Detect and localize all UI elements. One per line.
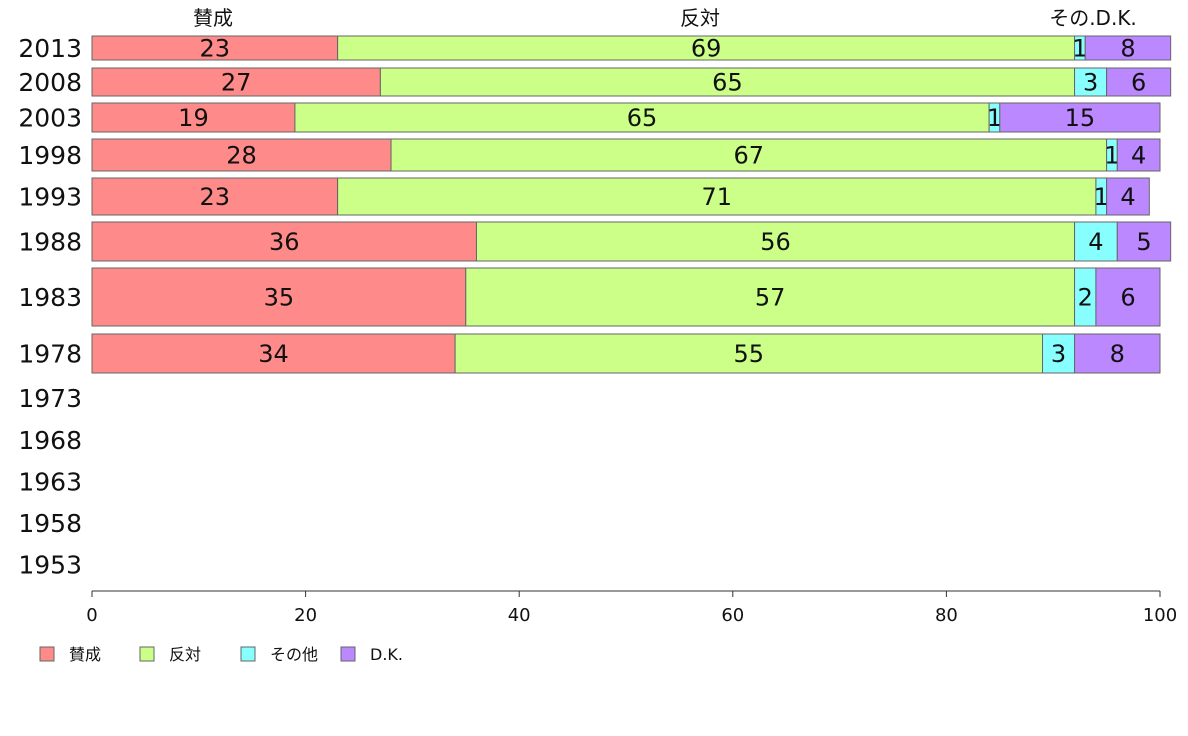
bar-segment-2008-3	[1106, 67, 1172, 97]
bar-value-label-1988-1: 56	[760, 228, 791, 256]
bar-value-label-2008-0: 27	[221, 69, 252, 97]
bar-value-label-1983-1: 57	[755, 284, 786, 312]
bar-value-label-1988-2: 4	[1088, 228, 1103, 256]
header-label-1: 反対	[680, 6, 720, 30]
bar-segment-1993-0	[91, 177, 339, 216]
year-label-1993: 1993	[18, 183, 82, 212]
bar-value-label-2013-2: 1	[1072, 35, 1087, 63]
x-axis: 0 20 40 60 80 100	[86, 590, 1177, 626]
bar-value-label-1988-0: 36	[269, 228, 300, 256]
bar-segment-2013-1	[337, 35, 1076, 61]
year-label-1958: 1958	[18, 509, 82, 538]
bar-segment-1978-1	[454, 333, 1044, 374]
header-label-2: その.D.K.	[1049, 6, 1137, 30]
bar-value-label-1978-3: 8	[1110, 340, 1125, 368]
bar-segment-2008-2	[1074, 67, 1108, 97]
bar-value-label-1983-0: 35	[264, 284, 295, 312]
bar-segment-1993-3	[1106, 177, 1150, 216]
bar-segment-1988-1	[475, 221, 1076, 262]
x-tick-label-60: 60	[721, 605, 744, 626]
bar-segment-1988-3	[1116, 221, 1172, 262]
legend-label-1: 反対	[169, 645, 201, 664]
bar-segment-2013-0	[91, 35, 339, 61]
bar-value-label-2008-1: 65	[712, 69, 743, 97]
bar-segment-1978-3	[1074, 333, 1161, 374]
bar-segment-2003-3	[999, 102, 1161, 133]
year-label-2008: 2008	[18, 68, 82, 97]
bar-segment-1983-3	[1095, 267, 1161, 327]
bar-value-label-2003-0: 19	[178, 104, 209, 132]
year-label-2013: 2013	[18, 34, 82, 63]
bar-value-label-1978-2: 3	[1051, 340, 1066, 368]
bar-segment-2008-1	[379, 67, 1076, 97]
bar-value-label-1998-3: 4	[1131, 142, 1146, 170]
year-label-1963: 1963	[18, 468, 82, 497]
year-label-1978: 1978	[18, 340, 82, 369]
bar-segment-2003-0	[91, 102, 296, 133]
column-header-labels: 賛成 反対 その.D.K.	[193, 6, 1137, 30]
bar-value-label-1978-0: 34	[258, 340, 289, 368]
x-tick-label-80: 80	[935, 605, 958, 626]
bar-value-label-1993-2: 1	[1094, 183, 1109, 211]
bar-segment-2008-0	[91, 67, 381, 97]
bar-value-label-1978-1: 55	[734, 340, 765, 368]
bar-value-label-1998-0: 28	[226, 142, 257, 170]
bar-segment-1998-3	[1116, 138, 1161, 172]
bar-value-label-1983-3: 6	[1120, 284, 1135, 312]
legend-label-0: 賛成	[69, 645, 101, 664]
year-label-1988: 1988	[18, 228, 82, 257]
bar-value-label-1993-3: 4	[1120, 183, 1135, 211]
x-tick-label-0: 0	[86, 605, 97, 626]
bar-segment-1978-2	[1042, 333, 1076, 374]
legend-swatch-1	[139, 646, 155, 662]
bar-segment-2013-3	[1084, 35, 1172, 61]
legend-swatch-0	[39, 646, 55, 662]
bar-value-label-2008-3: 6	[1131, 69, 1146, 97]
bar-value-label-2013-1: 69	[691, 35, 722, 63]
year-label-1953: 1953	[18, 551, 82, 580]
bar-value-label-1993-0: 23	[200, 183, 231, 211]
bar-value-label-1993-1: 71	[702, 183, 733, 211]
bar-segment-1998-1	[390, 138, 1108, 172]
bar-value-label-2003-3: 15	[1065, 104, 1096, 132]
legend: 賛成 反対 その他 D.K.	[39, 645, 403, 664]
bar-value-label-1998-2: 1	[1104, 142, 1119, 170]
legend-swatch-3	[340, 646, 356, 662]
legend-label-2: その他	[270, 645, 318, 664]
x-tick-label-40: 40	[508, 605, 531, 626]
x-tick-label-20: 20	[294, 605, 317, 626]
year-label-1968: 1968	[18, 426, 82, 455]
bar-segment-1993-1	[337, 177, 1097, 216]
bar-value-label-2013-0: 23	[200, 35, 231, 63]
year-label-1973: 1973	[18, 384, 82, 413]
bar-value-label-2013-3: 8	[1120, 35, 1135, 63]
bar-value-label-2003-1: 65	[627, 104, 658, 132]
year-labels: 2013 2008 2003 1998 1993 1988 1983 1978 1973 1968…	[18, 34, 82, 580]
legend-label-3: D.K.	[370, 645, 403, 664]
header-label-0: 賛成	[193, 6, 233, 30]
bar-value-label-1998-1: 67	[734, 142, 765, 170]
bar-value-label-1983-2: 2	[1078, 284, 1093, 312]
bar-segment-1998-0	[91, 138, 392, 172]
x-tick-label-100: 100	[1143, 605, 1177, 626]
bar-segment-1988-0	[91, 221, 477, 262]
year-label-1998: 1998	[18, 141, 82, 170]
bar-segment-1983-1	[465, 267, 1076, 327]
bar-value-label-2008-2: 3	[1083, 69, 1098, 97]
bar-value-label-1988-3: 5	[1136, 228, 1151, 256]
year-label-2003: 2003	[18, 104, 82, 133]
legend-swatch-2	[240, 646, 256, 662]
bar-value-label-2003-2: 1	[987, 104, 1002, 132]
year-label-1983: 1983	[18, 283, 82, 312]
bar-segment-2003-1	[294, 102, 990, 133]
bar-segment-1983-0	[91, 267, 467, 327]
